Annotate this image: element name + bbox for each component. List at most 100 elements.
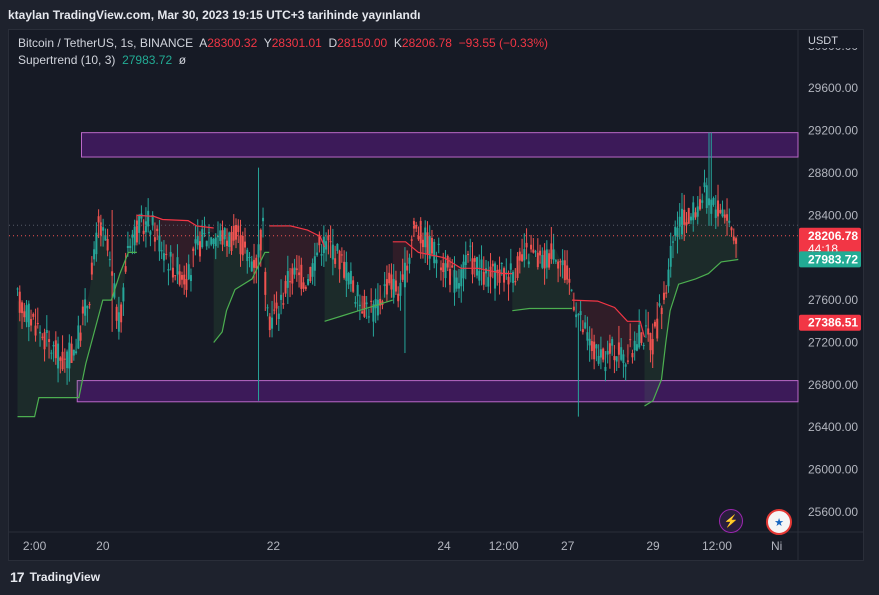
candle-body	[345, 262, 348, 281]
candle-body	[455, 277, 458, 289]
candle-body	[253, 260, 256, 268]
candle-body	[325, 241, 328, 250]
candle-body	[388, 272, 391, 284]
candle-body	[658, 303, 661, 306]
candle-body	[457, 283, 460, 289]
candle-body	[532, 249, 535, 253]
candle-body	[541, 254, 544, 268]
y-tick-label: 28800.00	[808, 166, 858, 180]
candle-body	[111, 271, 114, 276]
candle-body	[165, 253, 168, 255]
candle-body	[527, 261, 530, 265]
candle-body	[728, 220, 731, 223]
x-tick-label: 12:00	[489, 539, 519, 553]
candle-body	[649, 333, 652, 351]
indicator-symbol: ø	[178, 53, 187, 67]
close-value: 28206.78	[401, 36, 452, 50]
candle-body	[584, 322, 587, 329]
zone-1	[76, 380, 799, 403]
candle-body	[451, 265, 454, 268]
symbol-name[interactable]: Bitcoin / TetherUS, 1s, BINANCE	[18, 36, 194, 50]
supertrend-line-1	[136, 214, 214, 229]
candle-body	[735, 238, 738, 244]
x-tick-label: 2:00	[23, 539, 47, 553]
candle-body	[365, 302, 368, 305]
supertrend-line-3	[269, 225, 326, 248]
candle-body	[304, 286, 307, 289]
candle-body	[633, 340, 636, 351]
candle-body	[54, 340, 57, 359]
candle-body	[559, 261, 562, 263]
candle-body	[572, 306, 575, 311]
chart-panel[interactable]: 30000.0029600.0029200.0028800.0028400.00…	[8, 29, 864, 561]
candle-body	[602, 348, 605, 360]
candle-body	[77, 325, 80, 349]
currency-label: USDT	[808, 35, 838, 47]
candle-body	[129, 245, 132, 249]
candle-body	[660, 307, 663, 315]
candle-body	[446, 255, 449, 268]
y-tick-label: 26800.00	[808, 378, 858, 392]
candle-body	[563, 260, 566, 281]
candle-body	[50, 352, 53, 354]
indicator-name[interactable]: Supertrend (10, 3)	[18, 53, 116, 67]
candle-body	[390, 274, 393, 290]
candle-body	[705, 185, 708, 209]
candle-body	[417, 236, 420, 240]
candle-body	[512, 272, 515, 283]
open-value: 28300.32	[207, 36, 258, 50]
candle-body	[647, 328, 650, 335]
candle-body	[248, 257, 251, 259]
candle-body	[84, 299, 87, 316]
x-tick-label: 29	[646, 539, 660, 553]
candle-body	[176, 257, 179, 275]
candle-body	[671, 241, 674, 243]
y-tick-label: 27200.00	[808, 335, 858, 349]
candle-body	[189, 275, 192, 282]
candle-body	[485, 268, 488, 274]
candle-body	[318, 234, 321, 246]
candle-body	[667, 269, 670, 287]
candle-body	[354, 302, 357, 304]
candle-body	[289, 281, 292, 283]
candle-body	[480, 259, 483, 269]
candle-body	[692, 202, 695, 221]
candle-body	[394, 280, 397, 292]
candle-body	[629, 339, 632, 341]
candle-body	[194, 239, 197, 244]
candle-body	[717, 200, 720, 217]
candle-body	[662, 292, 665, 300]
candle-body	[221, 230, 224, 245]
lightning-icon[interactable]: ⚡	[719, 509, 743, 533]
candle-body	[489, 266, 492, 277]
x-tick-label: 22	[267, 539, 281, 553]
candle-body	[313, 256, 316, 271]
footer-brand: TradingView	[29, 570, 101, 584]
candle-body	[57, 343, 60, 369]
candle-body	[516, 256, 519, 278]
candle-body	[271, 317, 274, 329]
candle-body	[421, 239, 424, 248]
supertrend-line-2	[213, 251, 270, 343]
candle-body	[187, 264, 190, 280]
candle-body	[99, 222, 102, 236]
supertrend-line-6	[512, 307, 572, 312]
candle-body	[298, 272, 301, 276]
candle-body	[239, 235, 242, 255]
candle-body	[597, 356, 600, 364]
candle-body	[617, 342, 620, 355]
candle-body	[286, 271, 289, 288]
price-chart[interactable]: 30000.0029600.0029200.0028800.0028400.00…	[9, 30, 863, 560]
candle-body	[293, 267, 296, 275]
candle-body	[18, 291, 21, 313]
candle-body	[471, 258, 474, 275]
candle-body	[408, 257, 411, 264]
candle-body	[552, 249, 555, 260]
candle-body	[316, 252, 319, 256]
low-label: D	[328, 36, 338, 50]
us-flag-icon[interactable]: ★	[766, 509, 792, 535]
x-axis-labels: 2:00 20 22 24 12:00 27 29 12:00 Ni	[23, 539, 782, 553]
candle-body	[95, 232, 98, 255]
candle-body	[588, 338, 591, 346]
high-value: 28301.01	[271, 36, 322, 50]
